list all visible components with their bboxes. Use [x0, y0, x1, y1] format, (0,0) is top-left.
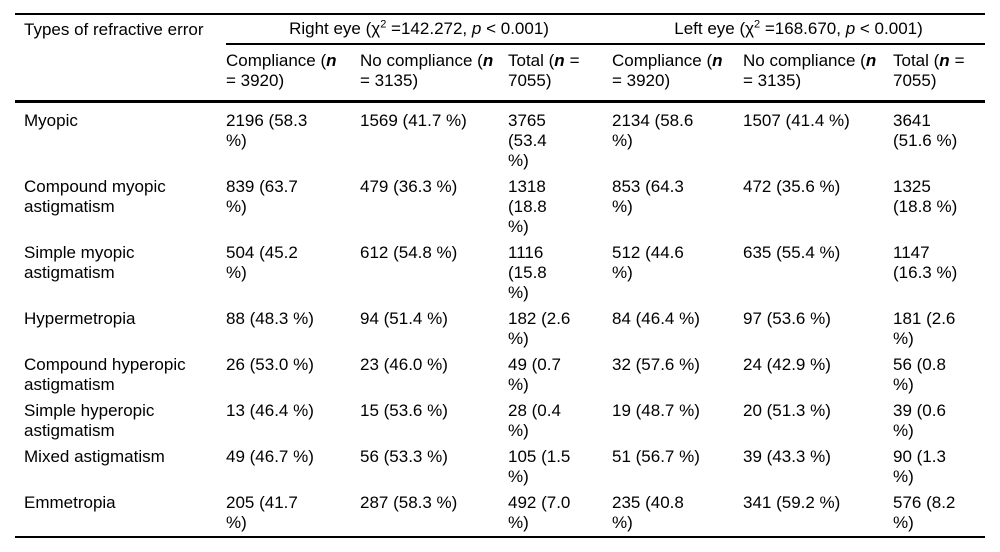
data-cell: 97 (53.6 %): [743, 309, 831, 328]
table-row-hypermetropia: Hypermetropia 88 (48.3 %) 94 (51.4 %) 18…: [15, 306, 985, 352]
p-value: < 0.001): [855, 19, 923, 38]
data-cell: 39 (43.3 %): [743, 447, 831, 466]
data-cell: 479 (36.3 %): [360, 177, 458, 196]
data-cell: 32 (57.6 %): [612, 355, 700, 374]
col-header-no-compliance-right: No compliance (n = 3135): [360, 44, 508, 103]
data-cell: 13 (46.4 %): [226, 401, 314, 420]
col-header-no-compliance-left: No compliance (n = 3135): [743, 44, 893, 103]
table-row-simple-hyperopic-astigmatism: Simple hyperopic astigmatism 13 (46.4 %)…: [15, 398, 985, 444]
p-symbol: p: [845, 19, 856, 38]
n-symbol: n: [326, 51, 337, 70]
data-cell: 49 (0.7 %): [508, 355, 561, 394]
row-label: Hypermetropia: [24, 309, 136, 328]
data-cell: 2134 (58.6 %): [612, 111, 694, 150]
row-label: Myopic: [24, 111, 78, 130]
data-cell: 853 (64.3 %): [612, 177, 684, 216]
p-symbol: p: [471, 19, 482, 38]
data-cell: 88 (48.3 %): [226, 309, 314, 328]
table-row-mixed-astigmatism: Mixed astigmatism 49 (46.7 %) 56 (53.3 %…: [15, 444, 985, 490]
data-cell: 182 (2.6 %): [508, 309, 571, 348]
col-header-compliance-left: Compliance (n = 3920): [612, 44, 743, 103]
right-eye-spanner-header: Right eye (χ2 =142.272, p < 0.001): [226, 14, 612, 45]
data-cell: 287 (58.3 %): [360, 493, 458, 512]
data-cell: 39 (0.6 %): [893, 401, 946, 440]
data-cell: 51 (56.7 %): [612, 447, 700, 466]
row-label: Simple myopic astigmatism: [24, 243, 135, 282]
n-symbol: n: [939, 51, 950, 70]
refractive-error-compliance-table: Types of refractive error Right eye (χ2 …: [15, 13, 985, 538]
row-label: Mixed astigmatism: [24, 447, 165, 466]
data-cell: 105 (1.5 %): [508, 447, 571, 486]
data-cell: 1325 (18.8 %): [893, 177, 958, 216]
data-cell: 20 (51.3 %): [743, 401, 831, 420]
data-cell: 1116 (15.8 %): [508, 243, 547, 302]
data-cell: 205 (41.7 %): [226, 493, 298, 532]
data-cell: 56 (53.3 %): [360, 447, 448, 466]
col-header-total-right: Total (n = 7055): [508, 44, 612, 103]
data-cell: 839 (63.7 %): [226, 177, 298, 216]
data-cell: 90 (1.3 %): [893, 447, 946, 486]
col-header-total-left: Total (n = 7055): [893, 44, 985, 103]
data-cell: 26 (53.0 %): [226, 355, 314, 374]
data-cell: 19 (48.7 %): [612, 401, 700, 420]
data-cell: 56 (0.8 %): [893, 355, 946, 394]
n-symbol: n: [865, 51, 877, 70]
table-row-compound-hyperopic-astigmatism: Compound hyperopic astigmatism 26 (53.0 …: [15, 352, 985, 398]
p-value: < 0.001): [481, 19, 549, 38]
table-row-simple-myopic-astigmatism: Simple myopic astigmatism 504 (45.2 %) 6…: [15, 240, 985, 306]
data-cell: 341 (59.2 %): [743, 493, 841, 512]
row-label: Emmetropia: [24, 493, 116, 512]
data-cell: 504 (45.2 %): [226, 243, 298, 282]
data-cell: 28 (0.4 %): [508, 401, 561, 440]
data-cell: 181 (2.6 %): [893, 309, 956, 348]
row-label: Simple hyperopic astigmatism: [24, 401, 155, 440]
data-cell: 512 (44.6 %): [612, 243, 684, 282]
table-row-compound-myopic-astigmatism: Compound myopic astigmatism 839 (63.7 %)…: [15, 174, 985, 240]
data-cell: 472 (35.6 %): [743, 177, 841, 196]
data-cell: 2196 (58.3 %): [226, 111, 308, 150]
data-cell: 23 (46.0 %): [360, 355, 448, 374]
data-cell: 492 (7.0 %): [508, 493, 571, 532]
left-eye-spanner-header: Left eye (χ2 =168.670, p < 0.001): [612, 14, 985, 45]
chi-square-superscript: 2: [380, 18, 387, 31]
data-cell: 612 (54.8 %): [360, 243, 458, 262]
column-header-row: Compliance (n = 3920) No compliance (n = 3…: [15, 44, 985, 103]
data-cell: 1569 (41.7 %): [360, 111, 467, 130]
data-cell: 49 (46.7 %): [226, 447, 314, 466]
corner-header: Types of refractive error: [15, 14, 226, 103]
chi-square-value: =168.670,: [760, 19, 846, 38]
left-eye-label: Left eye (χ: [674, 19, 755, 38]
data-cell: 1147 (16.3 %): [893, 243, 958, 282]
data-cell: 3765 (53.4 %): [508, 111, 547, 170]
data-cell: 576 (8.2 %): [893, 493, 956, 532]
chi-square-value: =142.272,: [386, 19, 472, 38]
data-cell: 94 (51.4 %): [360, 309, 448, 328]
data-cell: 1318 (18.8 %): [508, 177, 547, 236]
data-cell: 84 (46.4 %): [612, 309, 700, 328]
row-label: Compound myopic astigmatism: [24, 177, 166, 216]
data-cell: 1507 (41.4 %): [743, 111, 850, 130]
n-symbol: n: [482, 51, 494, 70]
data-cell: 3641 (51.6 %): [893, 111, 958, 150]
data-cell: 635 (55.4 %): [743, 243, 841, 262]
right-eye-label: Right eye (χ: [289, 19, 381, 38]
n-symbol: n: [554, 51, 565, 70]
col-header-compliance-right: Compliance (n = 3920): [226, 44, 360, 103]
spanner-header-row: Types of refractive error Right eye (χ2 …: [15, 14, 985, 103]
data-cell: 24 (42.9 %): [743, 355, 831, 374]
data-cell: 235 (40.8 %): [612, 493, 684, 532]
row-label: Compound hyperopic astigmatism: [24, 355, 186, 394]
chi-square-superscript: 2: [754, 18, 761, 31]
table-row-emmetropia: Emmetropia 205 (41.7 %) 287 (58.3 %) 492…: [15, 490, 985, 537]
n-symbol: n: [712, 51, 723, 70]
table-row-myopic: Myopic 2196 (58.3 %) 1569 (41.7 %) 3765 …: [15, 102, 985, 175]
data-cell: 15 (53.6 %): [360, 401, 448, 420]
